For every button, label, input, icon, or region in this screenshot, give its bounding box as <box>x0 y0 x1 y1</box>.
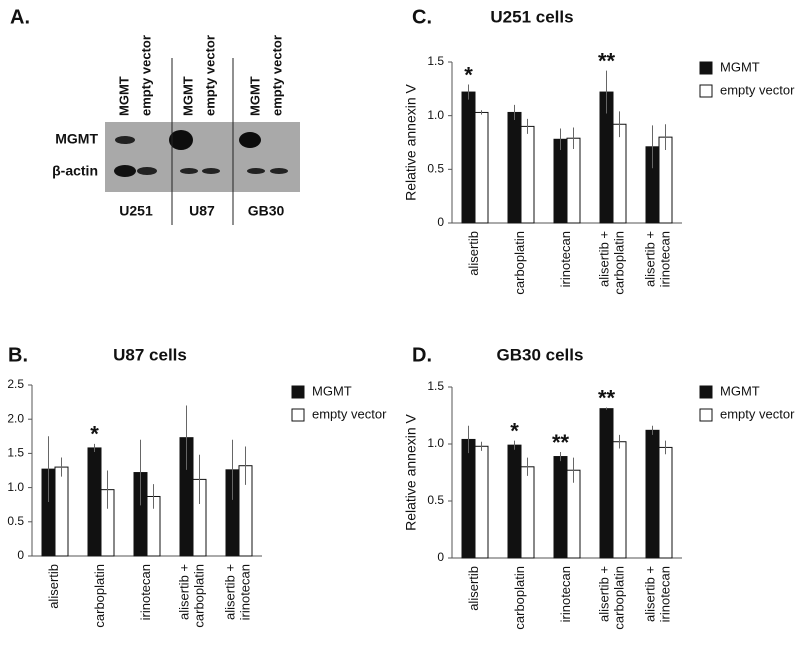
lane-label: empty vector <box>269 35 284 116</box>
x-tick-label: irinotecan <box>138 564 153 620</box>
lane-label: MGMT <box>116 76 131 116</box>
blot-band <box>180 168 198 174</box>
legend-label: empty vector <box>312 406 387 421</box>
y-axis-label: Relative annexin V <box>403 83 419 200</box>
cell-line-label: U87 <box>189 203 215 219</box>
legend-swatch <box>699 385 713 399</box>
chart-title: U87 cells <box>113 345 187 364</box>
cell-line-label: GB30 <box>248 203 285 219</box>
bar <box>553 138 568 224</box>
y-axis-label: Relative annexin V <box>403 413 419 530</box>
blot-panel <box>105 58 300 225</box>
bar <box>507 444 522 559</box>
row-label: β-actin <box>52 163 98 179</box>
y-tick-label: 0 <box>17 548 24 562</box>
y-tick-label: 1.5 <box>427 379 444 393</box>
blot-band <box>202 168 220 174</box>
y-tick-label: 0 <box>437 550 444 564</box>
y-tick-label: 1.0 <box>427 436 444 450</box>
blot-band <box>169 130 193 150</box>
bar <box>507 111 522 224</box>
legend-swatch <box>699 61 713 75</box>
lane-label: empty vector <box>138 35 153 116</box>
bar <box>520 466 535 559</box>
bar <box>474 445 489 559</box>
bar <box>599 408 614 559</box>
significance-mark: * <box>464 62 473 87</box>
significance-mark: ** <box>598 48 616 73</box>
y-tick-label: 1.5 <box>427 54 444 68</box>
significance-mark: * <box>90 422 99 447</box>
lane-label: MGMT <box>180 76 195 116</box>
bar <box>566 469 581 559</box>
x-tick-label: alisertib +irinotecan <box>223 564 253 620</box>
bar <box>461 91 476 224</box>
y-tick-label: 2.5 <box>7 377 24 391</box>
cell-line-label: U251 <box>119 203 153 219</box>
significance-mark: ** <box>598 385 616 410</box>
panel-label: C. <box>412 6 432 28</box>
blot-band <box>114 165 136 177</box>
panel-label: B. <box>8 344 28 366</box>
legend-swatch <box>699 84 713 98</box>
chart-title: GB30 cells <box>497 345 584 364</box>
bar <box>87 447 102 557</box>
blot-band <box>247 168 265 174</box>
legend-label: MGMT <box>312 383 352 398</box>
y-tick-label: 0 <box>437 215 444 229</box>
y-tick-label: 1.0 <box>427 108 444 122</box>
panel-label: A. <box>10 6 30 28</box>
x-tick-label: alisertib +irinotecan <box>643 566 673 622</box>
x-tick-label: alisertib <box>466 566 481 611</box>
legend-swatch <box>699 408 713 422</box>
legend-swatch <box>291 385 305 399</box>
lane-label: MGMT <box>247 76 262 116</box>
x-tick-label: irinotecan <box>558 231 573 287</box>
significance-mark: * <box>510 418 519 443</box>
chart-title: U251 cells <box>490 7 573 26</box>
bar <box>461 438 476 559</box>
y-tick-label: 1.5 <box>7 446 24 460</box>
y-tick-label: 2.0 <box>7 411 24 425</box>
y-tick-label: 0.5 <box>427 493 444 507</box>
blot-band <box>239 132 261 148</box>
bar <box>566 137 581 224</box>
blot-band <box>115 136 135 144</box>
x-tick-label: alisertib <box>46 564 61 609</box>
panel-label: D. <box>412 344 432 366</box>
x-tick-label: carboplatin <box>92 564 107 628</box>
x-tick-label: alisertib +irinotecan <box>643 231 673 287</box>
bar <box>474 111 489 224</box>
legend-swatch <box>291 408 305 422</box>
significance-mark: ** <box>552 430 570 455</box>
bar <box>645 429 660 559</box>
x-tick-label: alisertib +carboplatin <box>597 231 627 295</box>
blot-band <box>270 168 288 174</box>
y-tick-label: 0.5 <box>7 514 24 528</box>
bar <box>54 466 69 557</box>
blot-band <box>137 167 157 175</box>
bar <box>520 125 535 224</box>
legend-label: MGMT <box>720 59 760 74</box>
y-tick-label: 0.5 <box>427 162 444 176</box>
legend-label: MGMT <box>720 383 760 398</box>
x-tick-label: irinotecan <box>558 566 573 622</box>
legend-label: empty vector <box>720 406 795 421</box>
bar <box>612 123 627 224</box>
bar <box>553 456 568 559</box>
bar <box>658 446 673 559</box>
x-tick-label: alisertib <box>466 231 481 276</box>
row-label: MGMT <box>55 131 98 147</box>
x-tick-label: alisertib +carboplatin <box>597 566 627 630</box>
lane-label: empty vector <box>202 35 217 116</box>
legend-label: empty vector <box>720 82 795 97</box>
blot-image <box>105 122 300 192</box>
y-tick-label: 1.0 <box>7 480 24 494</box>
x-tick-label: carboplatin <box>512 231 527 295</box>
x-tick-label: alisertib +carboplatin <box>177 564 207 628</box>
x-tick-label: carboplatin <box>512 566 527 630</box>
bar <box>612 441 627 559</box>
